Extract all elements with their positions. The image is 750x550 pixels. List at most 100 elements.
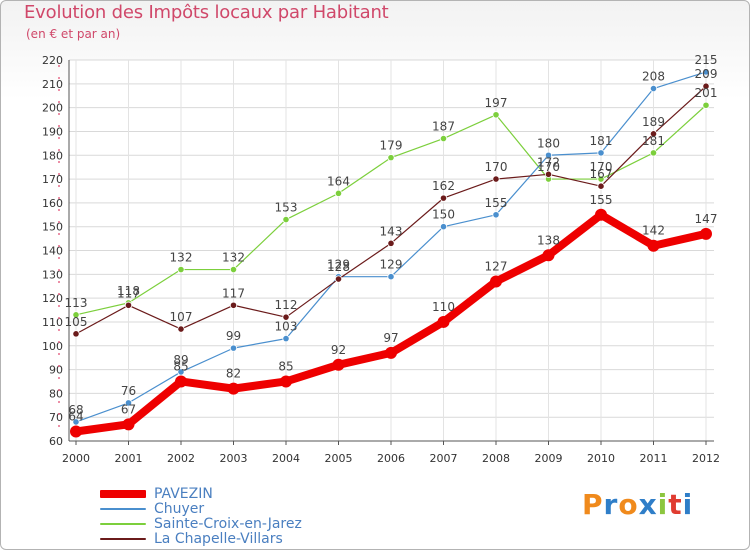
data-label-sainte-croix-en-jarez-2006: 179 — [380, 139, 403, 153]
data-label-pavezin-2004: 85 — [278, 359, 293, 373]
point-pavezin-2006 — [385, 346, 397, 359]
point-chuyer-2011 — [649, 84, 658, 93]
data-label-la-chapelle-villars-2001: 117 — [117, 286, 140, 300]
data-label-sainte-croix-en-jarez-2008: 197 — [485, 96, 508, 110]
point-pavezin-2009 — [542, 249, 555, 262]
grid-lines — [69, 59, 714, 442]
data-label-la-chapelle-villars-2002: 107 — [170, 310, 193, 324]
point-sainte-croix-en-jarez-2006 — [387, 154, 395, 162]
data-label-chuyer-2011: 208 — [642, 70, 665, 84]
point-pavezin-2000 — [70, 425, 82, 438]
data-label-la-chapelle-villars-2006: 143 — [380, 224, 403, 238]
logo-letter-o: o — [618, 488, 639, 521]
series-lines — [70, 68, 712, 438]
logo-letter-r: r — [603, 488, 619, 521]
point-sainte-croix-en-jarez-2008 — [492, 111, 500, 119]
data-label-pavezin-2003: 82 — [226, 367, 241, 381]
data-label-pavezin-2000: 64 — [68, 409, 83, 423]
point-pavezin-2001 — [122, 418, 135, 431]
point-sainte-croix-en-jarez-2000 — [72, 311, 80, 319]
point-chuyer-2010 — [597, 149, 605, 157]
point-sainte-croix-en-jarez-2010 — [597, 175, 605, 183]
data-label-sainte-croix-en-jarez-2003: 132 — [222, 251, 245, 265]
data-label-chuyer-2009: 180 — [537, 136, 560, 150]
point-pavezin-2012 — [700, 227, 712, 240]
logo-letter-t: t — [668, 488, 683, 521]
data-label-pavezin-2006: 97 — [383, 331, 398, 345]
proxiti-logo: Proxiti — [582, 488, 693, 521]
data-label-la-chapelle-villars-2012: 209 — [695, 67, 718, 81]
legend-label-la-chapelle: La Chapelle-Villars — [154, 530, 283, 547]
point-pavezin-2007 — [437, 315, 450, 328]
point-la-chapelle-villars-2006 — [387, 239, 395, 247]
point-sainte-croix-en-jarez-2005 — [334, 189, 343, 197]
point-la-chapelle-villars-2007 — [439, 194, 448, 202]
data-label-la-chapelle-villars-2000: 105 — [65, 315, 88, 329]
legend-item-sainte-croix: Sainte-Croix-en-Jarez — [100, 516, 302, 531]
x-tick-label-2000: 2000 — [62, 452, 90, 465]
point-chuyer-2000 — [72, 418, 80, 426]
point-chuyer-2006 — [387, 273, 395, 281]
y-tick-label-110: 110 — [42, 316, 63, 329]
data-labels: 113 118 132 132 153 164 179 187 197 170 170 181 201 6… — [65, 53, 718, 424]
point-la-chapelle-villars-2010 — [597, 182, 605, 190]
x-tick-label-2006: 2006 — [377, 452, 405, 465]
legend-item-chuyer: Chuyer — [100, 501, 302, 516]
point-chuyer-2004 — [282, 335, 290, 343]
data-label-la-chapelle-villars-2003: 117 — [222, 286, 245, 300]
data-label-pavezin-2007: 110 — [432, 300, 455, 314]
data-label-pavezin-2005: 92 — [331, 343, 346, 357]
data-label-la-chapelle-villars-2004: 112 — [275, 298, 298, 312]
x-tick-label-2009: 2009 — [535, 452, 563, 465]
data-label-sainte-croix-en-jarez-2012: 201 — [695, 86, 718, 100]
point-sainte-croix-en-jarez-2002 — [177, 265, 185, 274]
y-tick-label-130: 130 — [42, 268, 63, 281]
logo-letter-p: P — [582, 488, 604, 521]
x-tick-label-2001: 2001 — [115, 452, 143, 465]
point-chuyer-2002 — [177, 368, 185, 376]
x-tick-label-2010: 2010 — [587, 452, 615, 465]
y-tick-label-90: 90 — [49, 364, 63, 377]
legend-swatch-la-chapelle — [100, 537, 146, 540]
data-label-sainte-croix-en-jarez-2001: 118 — [117, 284, 140, 298]
data-label-pavezin-2008: 127 — [485, 259, 508, 273]
y-tick-label-140: 140 — [42, 245, 63, 258]
data-label-sainte-croix-en-jarez-2000: 113 — [65, 296, 88, 310]
data-label-sainte-croix-en-jarez-2004: 153 — [275, 201, 298, 215]
y-tick-label-70: 70 — [49, 411, 63, 424]
point-chuyer-2009 — [544, 151, 553, 159]
data-label-pavezin-2001: 67 — [121, 402, 136, 416]
point-chuyer-2007 — [439, 223, 448, 231]
point-la-chapelle-villars-2000 — [72, 330, 80, 338]
data-label-chuyer-2004: 103 — [275, 320, 298, 334]
data-label-pavezin-2002: 85 — [173, 359, 188, 373]
data-label-la-chapelle-villars-2010: 167 — [590, 167, 613, 181]
point-pavezin-2004 — [280, 375, 292, 388]
point-la-chapelle-villars-2002 — [177, 325, 185, 333]
data-label-sainte-croix-en-jarez-2010: 170 — [590, 160, 613, 174]
data-label-sainte-croix-en-jarez-2002: 132 — [170, 251, 193, 265]
x-tick-label-2012: 2012 — [692, 452, 720, 465]
point-sainte-croix-en-jarez-2004 — [282, 215, 290, 224]
point-la-chapelle-villars-2005 — [334, 275, 343, 283]
data-label-chuyer-2000: 68 — [68, 403, 83, 417]
data-label-sainte-croix-en-jarez-2005: 164 — [327, 174, 350, 188]
data-label-pavezin-2010: 155 — [590, 193, 613, 207]
point-chuyer-2003 — [229, 344, 238, 352]
point-la-chapelle-villars-2004 — [282, 313, 290, 321]
legend-swatch-pavezin — [100, 489, 146, 498]
point-sainte-croix-en-jarez-2012 — [702, 101, 710, 109]
y-tick-label-220: 220 — [42, 54, 63, 67]
logo-letter-i2: i — [682, 488, 694, 521]
x-tick-label-2003: 2003 — [220, 452, 248, 465]
data-label-pavezin-2012: 147 — [695, 212, 718, 226]
data-label-chuyer-2003: 99 — [226, 329, 241, 343]
x-tick-label-2011: 2011 — [640, 452, 668, 465]
point-sainte-croix-en-jarez-2007 — [439, 134, 448, 143]
logo-letter-x: x — [638, 488, 658, 521]
point-la-chapelle-villars-2009 — [544, 170, 553, 178]
data-label-sainte-croix-en-jarez-2007: 187 — [432, 120, 455, 134]
point-pavezin-2010 — [595, 208, 607, 221]
y-tick-label-120: 120 — [42, 292, 63, 305]
